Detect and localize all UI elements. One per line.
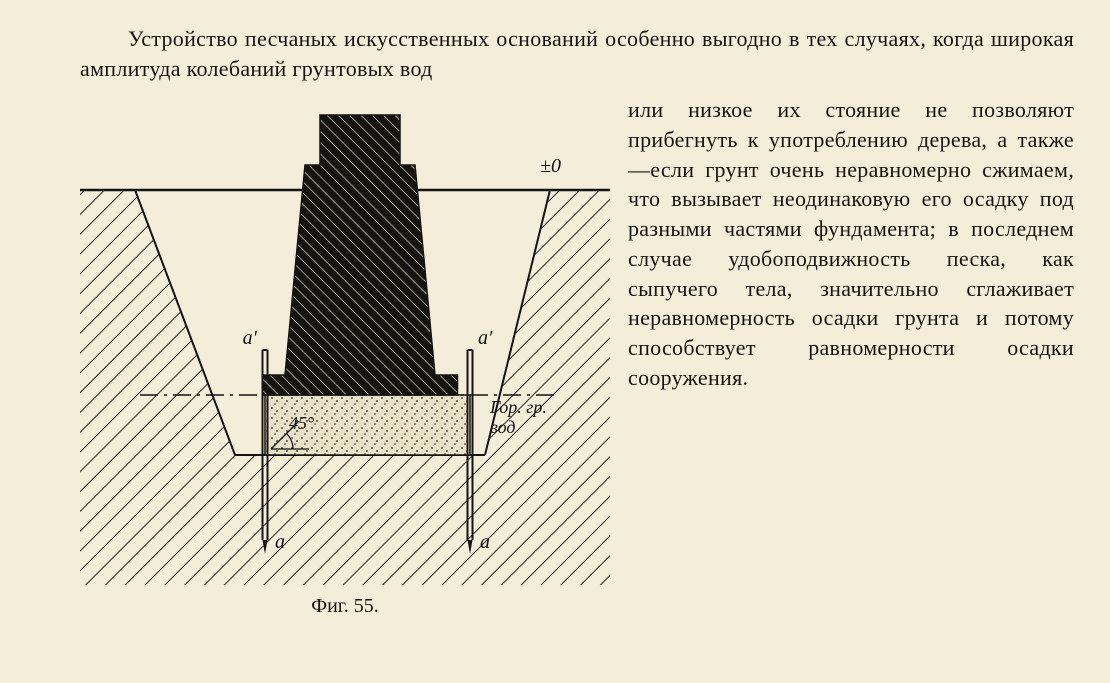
wrap-paragraph: или низкое их стояние не позволяют прибе…: [628, 95, 1074, 392]
figure-55: 45° ±0 a′ a′ a a Гор. гр.вод: [80, 95, 610, 585]
svg-text:a: a: [480, 531, 490, 553]
svg-text:±0: ±0: [540, 155, 561, 177]
svg-text:Гор. гр.: Гор. гр.: [489, 397, 547, 417]
lead-paragraph: Устройство песчаных искусственных основа…: [80, 24, 1074, 83]
svg-text:a′: a′: [243, 327, 258, 349]
svg-text:a: a: [275, 531, 285, 553]
svg-text:45°: 45°: [289, 413, 314, 433]
svg-text:вод: вод: [490, 417, 515, 437]
figure-caption: Фиг. 55.: [80, 595, 610, 618]
svg-text:a′: a′: [478, 327, 493, 349]
